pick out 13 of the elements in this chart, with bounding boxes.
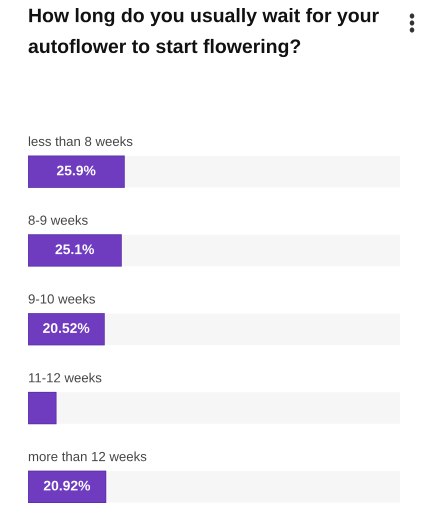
y-tick-label: 8-9 weeks (28, 215, 88, 225)
y-tick-label: less than 8 weeks (28, 136, 132, 146)
y-tick-label: more than 12 weeks (28, 452, 146, 462)
chart-title: How long do you usually wait for your autoflower to start flowering? (28, 8, 379, 58)
data-label: 25.1% (55, 244, 94, 254)
bar (28, 313, 105, 346)
data-label: 20.92% (44, 480, 90, 491)
y-tick-label: 11-12 weeks (29, 372, 102, 382)
y-tick-label: 9-10 weeks (28, 294, 95, 304)
bar (28, 392, 57, 424)
data-label: 20.52% (43, 323, 90, 333)
bar (28, 470, 106, 504)
data-label: 25.9% (56, 166, 96, 176)
